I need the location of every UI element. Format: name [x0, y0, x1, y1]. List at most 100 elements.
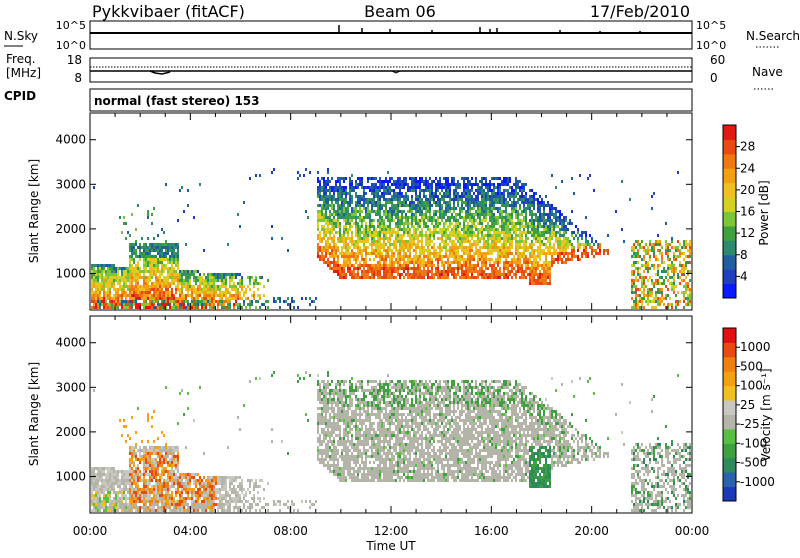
power-cell: [175, 288, 177, 291]
power-cell: [151, 285, 153, 288]
power-cell: [371, 189, 373, 192]
power-colorbar-segment-2: [723, 255, 736, 270]
power-cell: [111, 306, 113, 309]
power-cell: [383, 219, 385, 222]
power-cell: [209, 303, 211, 306]
power-cell: [143, 306, 145, 309]
power-cell: [519, 246, 521, 249]
power-cell: [413, 240, 415, 243]
power-cell: [393, 210, 395, 213]
power-cell: [347, 213, 349, 216]
power-cell: [507, 204, 509, 207]
power-cell: [325, 180, 327, 183]
velocity-cell: [93, 473, 95, 476]
power-cell: [343, 192, 345, 195]
power-cell: [485, 201, 487, 204]
power-cell: [419, 198, 421, 201]
power-cell: [171, 252, 173, 255]
power-cell: [439, 249, 441, 252]
power-cell: [553, 207, 555, 210]
power-cell: [157, 306, 159, 309]
power-cell: [497, 270, 499, 273]
power-cell: [631, 291, 633, 294]
power-cell: [371, 237, 373, 240]
power-cell: [473, 204, 475, 207]
power-cell: [417, 222, 419, 225]
power-cell: [581, 234, 583, 237]
power-cell: [637, 240, 639, 243]
power-cell: [429, 264, 431, 267]
power-cell: [351, 186, 353, 189]
power-cell: [533, 255, 535, 258]
power-cell: [455, 261, 457, 264]
power-cell: [427, 204, 429, 207]
power-cell: [557, 252, 559, 255]
power-cell: [383, 261, 385, 264]
power-cell: [507, 183, 509, 186]
power-cell: [515, 231, 517, 234]
power-cell: [491, 222, 493, 225]
power-cell: [107, 306, 109, 309]
power-cell: [331, 246, 333, 249]
power-cell: [369, 177, 371, 180]
power-cell: [475, 252, 477, 255]
power-cell: [571, 231, 573, 234]
power-colorbar-segment-7: [723, 183, 736, 198]
power-cell: [679, 249, 681, 252]
power-cell: [469, 183, 471, 186]
power-cell: [377, 252, 379, 255]
power-cell: [451, 228, 453, 231]
power-cbar-label-5: 24: [740, 161, 755, 175]
power-cell: [327, 231, 329, 234]
power-cell: [249, 276, 251, 279]
power-cell: [323, 225, 325, 228]
power-cell: [393, 207, 395, 210]
power-cell: [409, 177, 411, 180]
power-cell: [143, 264, 145, 267]
power-cell: [425, 255, 427, 258]
power-cell: [427, 216, 429, 219]
power-cell: [441, 237, 443, 240]
power-cell: [363, 264, 365, 267]
power-cell: [341, 252, 343, 255]
power-cell: [399, 243, 401, 246]
power-cell: [485, 204, 487, 207]
power-cell: [399, 204, 401, 207]
power-cell: [545, 204, 547, 207]
power-cell: [139, 288, 141, 291]
power-cell: [171, 288, 173, 291]
power-cell: [435, 189, 437, 192]
power-cell: [119, 267, 121, 270]
power-cell: [497, 198, 499, 201]
power-cell: [143, 297, 145, 300]
power-cell: [459, 198, 461, 201]
power-cell: [607, 252, 609, 255]
power-cell: [433, 276, 435, 279]
power-cell: [429, 186, 431, 189]
power-cell: [413, 273, 415, 276]
power-cell: [415, 234, 417, 237]
power-cell: [563, 222, 565, 225]
power-cell: [631, 282, 633, 285]
power-cell: [431, 276, 433, 279]
power-cell: [429, 183, 431, 186]
power-cell: [411, 216, 413, 219]
power-cell: [383, 270, 385, 273]
power-cell: [373, 276, 375, 279]
power-cell: [165, 258, 167, 261]
power-cell: [517, 192, 519, 195]
power-cell: [387, 219, 389, 222]
power-cell: [493, 237, 495, 240]
power-cell: [297, 171, 299, 174]
velocity-cell: [95, 497, 97, 500]
power-cell: [385, 243, 387, 246]
power-cell: [229, 294, 231, 297]
power-cell: [105, 306, 107, 309]
power-cell: [137, 282, 139, 285]
power-cell: [373, 219, 375, 222]
power-cell: [309, 171, 311, 174]
power-cell: [395, 243, 397, 246]
power-cell: [637, 273, 639, 276]
power-cell: [213, 306, 215, 309]
